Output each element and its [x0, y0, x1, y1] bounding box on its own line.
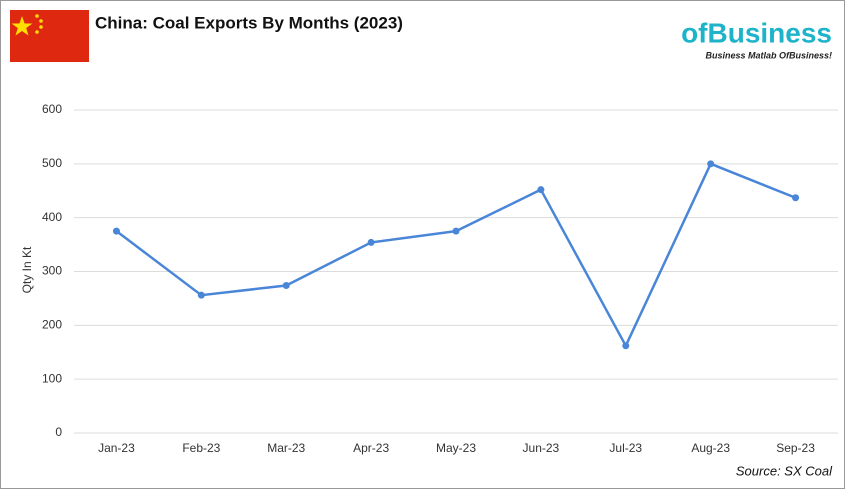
point: [452, 227, 460, 235]
x-tick-label: Jul-23: [609, 441, 642, 455]
y-tick-label: 400: [42, 210, 62, 224]
y-tick-label: 300: [42, 264, 62, 278]
x-tick-label: Aug-23: [691, 441, 730, 455]
x-tick-label: Apr-23: [353, 441, 389, 455]
point: [197, 291, 205, 299]
point: [622, 342, 630, 350]
y-tick-label: 100: [42, 371, 62, 385]
logo-tagline: Business Matlab OfBusiness!: [705, 50, 832, 60]
x-tick-label: Feb-23: [182, 441, 220, 455]
y-tick-label: 500: [42, 156, 62, 170]
point: [537, 186, 545, 194]
x-tick-label: Jan-23: [98, 441, 135, 455]
y-tick-label: 0: [55, 425, 62, 439]
source: Source: SX Coal: [736, 463, 833, 478]
y-tick-label: 600: [42, 102, 62, 116]
x-tick-label: Mar-23: [267, 441, 305, 455]
x-tick-label: Jun-23: [523, 441, 560, 455]
y-tick-label: 200: [42, 318, 62, 332]
point: [792, 194, 800, 202]
point: [367, 238, 375, 246]
flag: [10, 10, 89, 62]
x-tick-label: May-23: [436, 441, 476, 455]
chart-title: China: Coal Exports By Months (2023): [95, 13, 403, 32]
point: [282, 281, 290, 289]
x-tick-label: Sep-23: [776, 441, 815, 455]
point: [112, 227, 120, 235]
y-axis-label: Qty In Kt: [20, 246, 34, 293]
logo-name: ofBusiness: [681, 17, 832, 48]
point: [707, 160, 715, 168]
